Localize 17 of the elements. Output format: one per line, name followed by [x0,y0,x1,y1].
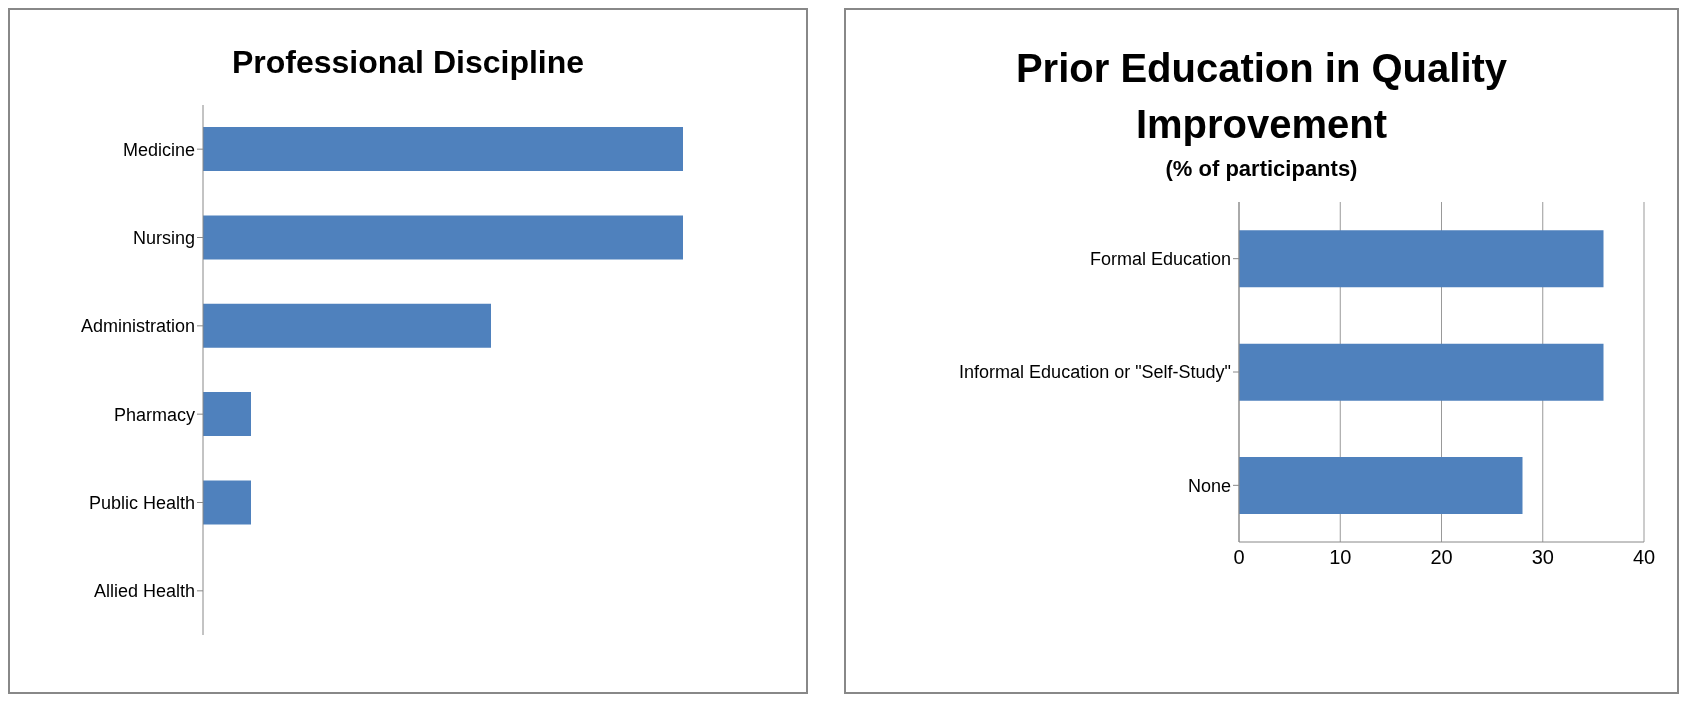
chart-title: Prior Education in Quality Improvement [1014,45,1509,148]
y-tick-label: Nursing [132,227,195,248]
x-tick-label: 20 [1430,546,1453,569]
y-tick-label: None [1187,475,1231,496]
y-tick-label: Medicine [122,139,195,160]
x-tick-label: 30 [1531,546,1554,569]
x-tick-label: 10 [1329,546,1352,569]
chart-subtitle: (% of participants) [1165,156,1358,182]
y-tick-label: Administration [80,316,195,337]
y-tick-label: Pharmacy [113,404,195,425]
y-tick-label: Formal Education [1089,249,1231,270]
chart-title: Professional Discipline [231,43,585,82]
x-tick-label: 0 [1233,546,1245,569]
x-tick-label: 40 [1632,546,1656,569]
y-tick-label: Informal Education or "Self-Study" [959,362,1231,383]
y-tick-label: Public Health [88,492,195,513]
y-tick-label: Allied Health [93,581,195,602]
